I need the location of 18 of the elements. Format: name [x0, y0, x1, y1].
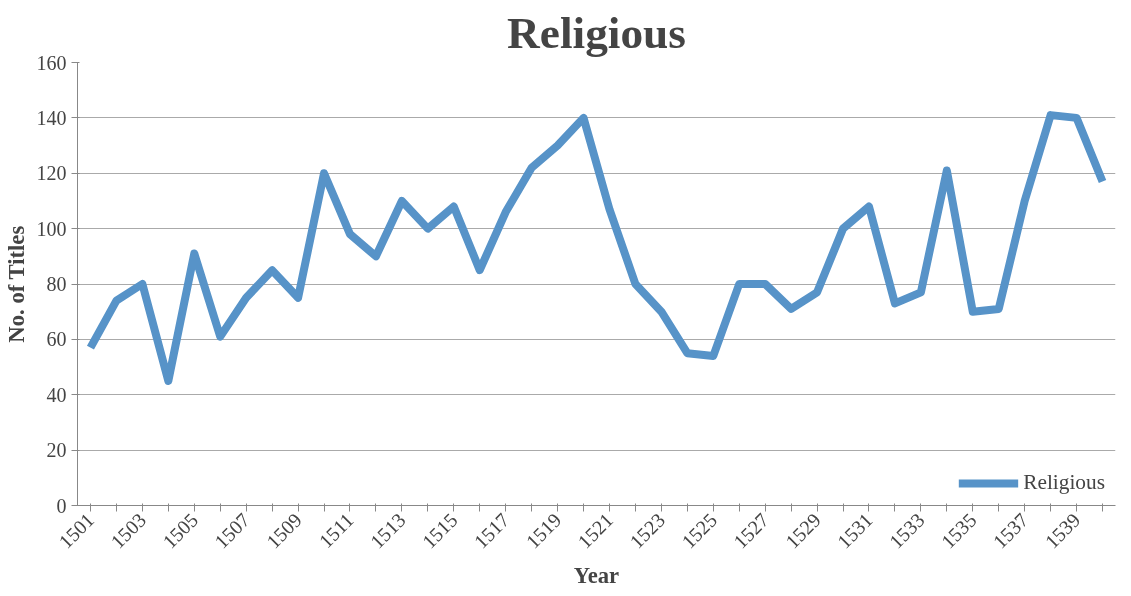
x-axis-title: Year	[573, 562, 620, 588]
x-tick-label: 1509	[262, 508, 306, 553]
y-tick-label: 140	[36, 106, 67, 129]
y-tick-label: 0	[56, 494, 67, 517]
y-tick-label: 40	[46, 383, 67, 406]
y-tick-label: 120	[36, 162, 67, 185]
y-tick-label: 20	[46, 439, 67, 462]
y-tick-label: 80	[46, 273, 67, 295]
x-tick-label: 1529	[781, 508, 825, 553]
y-tick-label: 160	[36, 51, 67, 74]
legend-label: Religious	[1023, 470, 1105, 495]
x-tick-label: 1511	[314, 508, 358, 553]
x-tick-label: 1521	[573, 508, 618, 553]
chart-title: Religious	[507, 7, 686, 58]
y-tick-label: 60	[46, 328, 67, 351]
y-tick-label: 100	[36, 217, 67, 240]
y-axis-title: No. of Titles	[3, 225, 29, 343]
x-tick-label: 1531	[832, 508, 877, 553]
